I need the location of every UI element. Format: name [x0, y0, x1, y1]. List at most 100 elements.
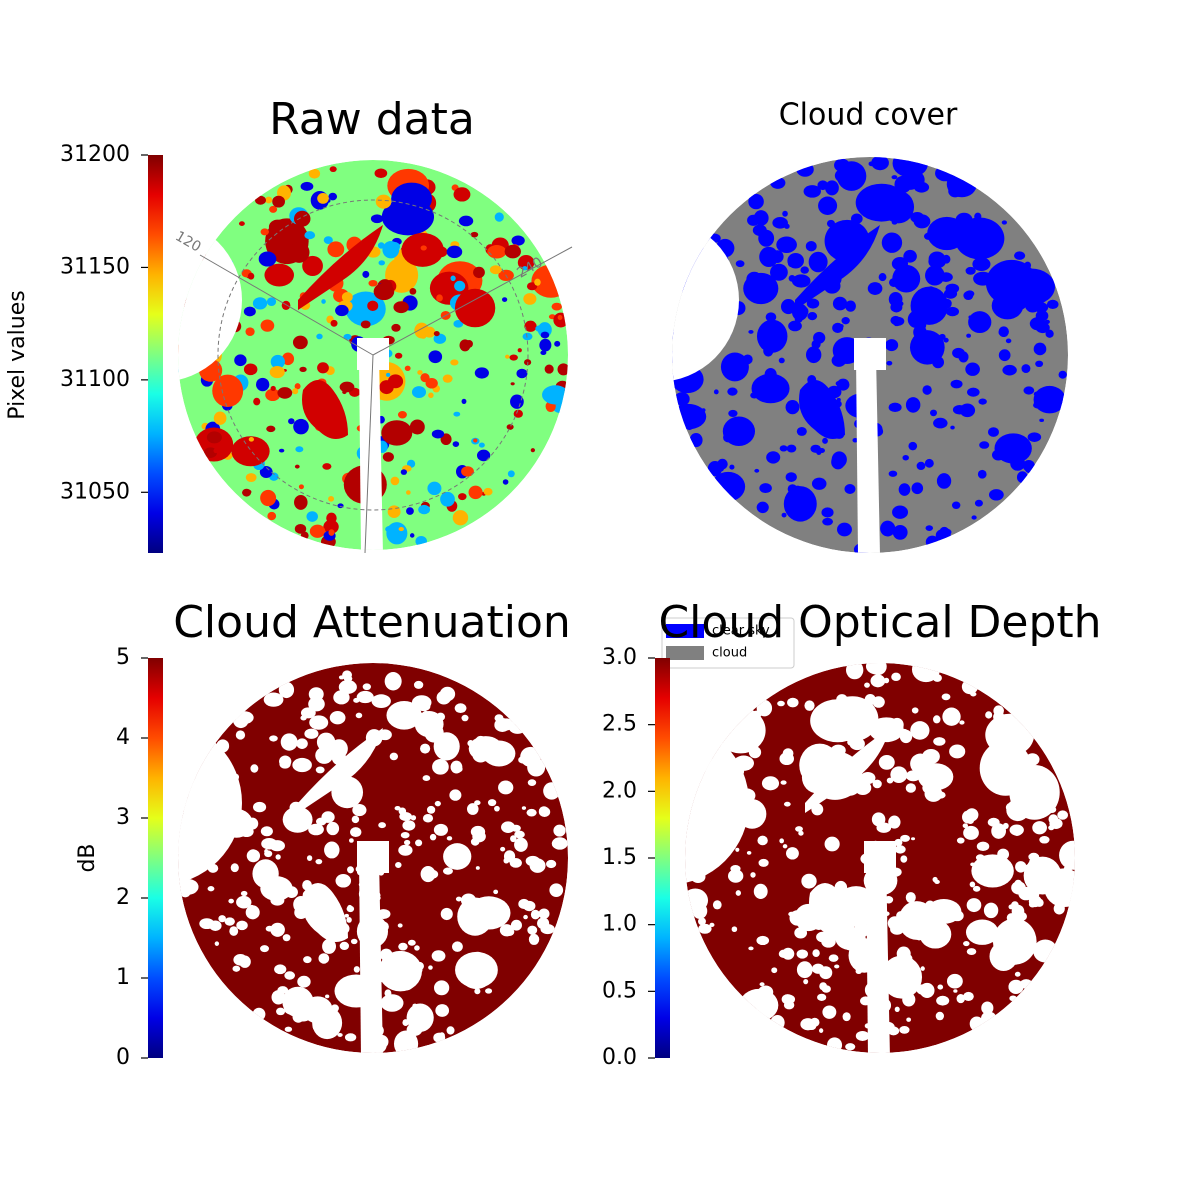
cloud-blob: [935, 914, 948, 924]
cloud-blob: [898, 301, 904, 307]
cloud-blob: [394, 805, 401, 811]
cloud-blob: [274, 964, 287, 975]
cloud-blob: [937, 984, 944, 990]
cloud-blob: [542, 385, 568, 405]
cloud-blob: [417, 701, 431, 712]
cloud-blob: [828, 954, 839, 962]
cloud-blob: [321, 811, 335, 823]
cloud-blob: [526, 282, 538, 291]
cloud-blob: [434, 980, 450, 996]
cloud-blob: [784, 223, 790, 229]
cloud-blob: [872, 696, 885, 708]
cloud-blob: [951, 501, 961, 510]
cloud-blob: [845, 663, 864, 680]
cloud-blob: [494, 805, 500, 812]
cloud-blob: [228, 898, 234, 904]
cloud-blob: [979, 441, 990, 449]
cloud-blob: [1046, 299, 1059, 309]
cloud-blob: [511, 235, 525, 246]
cloud-blob: [782, 210, 788, 217]
large-patch: [809, 883, 855, 942]
mask-wedge: [359, 858, 383, 1053]
cloud-blob: [386, 522, 408, 545]
cloud-blob: [886, 360, 893, 366]
cloud-blob: [935, 1011, 945, 1021]
cloud-blob: [916, 461, 926, 471]
large-patch: [298, 225, 383, 310]
cloud-blob: [868, 161, 874, 167]
tick-label: 2.0: [602, 778, 637, 803]
cloud-blob: [881, 955, 923, 999]
cloud-blob: [1059, 840, 1075, 870]
cloud-blob: [414, 945, 420, 951]
cloud-blob: [322, 463, 332, 470]
cloud-blob: [811, 963, 825, 974]
cloud-blob: [880, 520, 896, 537]
cloud-blob: [1021, 364, 1031, 374]
cloud-blob: [928, 255, 946, 269]
cloud-blob: [434, 800, 441, 807]
cloud-blob: [796, 961, 813, 979]
cloud-blob: [252, 859, 279, 889]
cloud-blob: [269, 735, 278, 742]
cloud-blob: [494, 714, 504, 722]
cloud-blob: [327, 241, 345, 258]
cloud-blob: [481, 977, 488, 984]
cloud-blob: [808, 251, 828, 273]
polar-label: 120: [172, 228, 203, 255]
colorbar-label: dB: [75, 843, 100, 872]
cloud-blob: [930, 755, 938, 762]
cloud-blob: [783, 486, 817, 522]
cloud-blob: [1033, 342, 1047, 356]
cloud-blob: [235, 711, 254, 725]
cloud-blob: [474, 800, 481, 806]
cloud-blob: [461, 398, 467, 404]
cloud-blob: [822, 517, 834, 526]
colorbar: [148, 155, 163, 553]
cloud-blob: [429, 833, 437, 841]
cloud-blob: [894, 838, 903, 847]
cloud-blob: [900, 834, 910, 842]
legend-patch: [666, 646, 704, 660]
cloud-blob: [772, 217, 788, 229]
cloud-blob: [997, 848, 1010, 860]
cloud-blob: [266, 297, 277, 306]
cloud-blob: [1019, 738, 1031, 750]
cloud-blob: [439, 686, 456, 702]
cloud-blob: [270, 385, 276, 391]
cloud-blob: [803, 978, 809, 985]
cloud-blob: [914, 294, 921, 300]
cloud-blob: [523, 900, 536, 912]
cloud-blob: [489, 265, 502, 275]
cloud-blob: [279, 755, 292, 768]
cloud-blob: [1023, 386, 1035, 395]
mask-square: [864, 841, 896, 873]
cloud-blob: [757, 835, 768, 846]
panel-title: Raw data: [269, 94, 475, 145]
cloud-blob: [431, 429, 445, 439]
polar-grid: [217, 199, 529, 511]
cloud-blob: [346, 917, 352, 923]
cloud-blob: [788, 911, 795, 917]
cloud-blob: [1032, 821, 1047, 835]
cloud-blob: [1032, 789, 1047, 801]
cloud-blob: [1033, 391, 1042, 397]
cloud-blob: [836, 161, 867, 191]
panel-title: Cloud Optical Depth: [658, 597, 1101, 648]
cloud-blob: [967, 387, 980, 397]
cloud-blob: [540, 924, 555, 935]
cloud-blob: [406, 490, 411, 495]
cloud-blob: [794, 927, 808, 939]
cloud-blob: [412, 1003, 418, 1008]
cloud-blob: [844, 484, 856, 494]
cloud-blob: [433, 330, 440, 337]
tick-label: 31050: [60, 479, 130, 504]
cloud-blob: [400, 469, 408, 475]
cloud-blob: [834, 964, 840, 969]
cloud-blob: [878, 273, 887, 282]
cloud-blob: [529, 858, 546, 873]
cloud-blob: [452, 441, 460, 447]
cloud-blob: [417, 370, 423, 375]
cloud-blob: [731, 926, 738, 933]
cloud-blob: [969, 1016, 984, 1032]
